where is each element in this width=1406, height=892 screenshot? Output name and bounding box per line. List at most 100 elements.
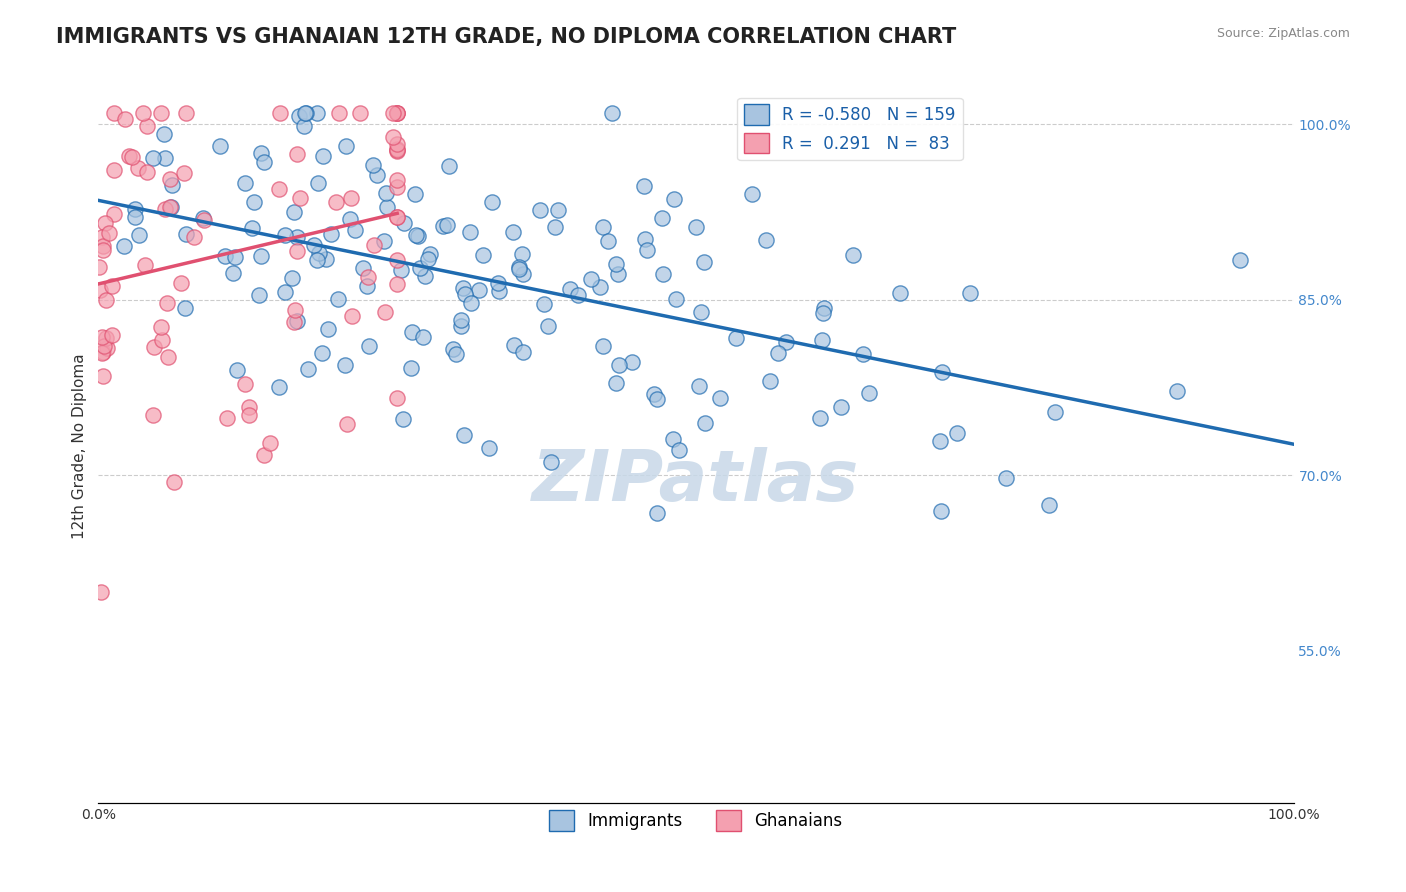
Point	[356, 278, 378, 293]
Point	[766, 346, 789, 360]
Point	[222, 266, 245, 280]
Point	[173, 301, 195, 315]
Point	[361, 158, 384, 172]
Point	[150, 319, 173, 334]
Point	[441, 343, 464, 357]
Point	[931, 365, 953, 379]
Point	[283, 315, 305, 329]
Point	[392, 412, 415, 426]
Text: ZIPatlas: ZIPatlas	[533, 447, 859, 516]
Point	[335, 358, 357, 372]
Point	[385, 142, 409, 156]
Point	[775, 335, 797, 350]
Point	[285, 146, 308, 161]
Point	[385, 210, 409, 224]
Point	[153, 151, 176, 165]
Point	[510, 247, 533, 261]
Point	[592, 339, 614, 353]
Point	[634, 232, 657, 246]
Point	[100, 327, 122, 342]
Point	[274, 285, 297, 300]
Point	[605, 376, 627, 390]
Point	[432, 219, 454, 233]
Point	[159, 200, 181, 214]
Point	[183, 230, 205, 244]
Point	[406, 228, 429, 243]
Point	[253, 448, 276, 462]
Legend: R = -0.580   N = 159, R =  0.291   N =  83: R = -0.580 N = 159, R = 0.291 N = 83	[738, 97, 963, 160]
Text: Source: ZipAtlas.com: Source: ZipAtlas.com	[1216, 27, 1350, 40]
Point	[209, 139, 232, 153]
Point	[668, 442, 690, 457]
Point	[94, 216, 117, 230]
Point	[488, 284, 510, 298]
Text: IMMIGRANTS VS GHANAIAN 12TH GRADE, NO DIPLOMA CORRELATION CHART: IMMIGRANTS VS GHANAIAN 12TH GRADE, NO DI…	[56, 27, 956, 46]
Point	[1166, 384, 1188, 399]
Point	[512, 345, 534, 359]
Point	[343, 223, 366, 237]
Point	[385, 391, 409, 405]
Y-axis label: 12th Grade, No Diploma: 12th Grade, No Diploma	[72, 353, 87, 539]
Point	[321, 227, 343, 241]
Point	[191, 211, 214, 225]
Point	[858, 385, 880, 400]
Point	[124, 210, 146, 224]
Point	[385, 179, 409, 194]
Point	[284, 302, 307, 317]
Point	[242, 194, 264, 209]
Point	[385, 105, 409, 120]
Point	[652, 267, 675, 281]
Point	[127, 161, 149, 176]
Point	[288, 191, 311, 205]
Point	[385, 143, 409, 157]
Point	[193, 213, 215, 227]
Point	[651, 211, 673, 225]
Point	[842, 248, 865, 262]
Point	[235, 176, 257, 190]
Point	[267, 181, 290, 195]
Point	[690, 305, 713, 319]
Point	[453, 428, 475, 442]
Point	[153, 128, 176, 142]
Point	[544, 219, 567, 234]
Point	[328, 105, 350, 120]
Point	[633, 179, 655, 194]
Point	[540, 455, 562, 469]
Point	[90, 229, 112, 244]
Point	[226, 363, 249, 377]
Point	[695, 417, 717, 431]
Point	[607, 267, 630, 281]
Point	[693, 255, 716, 269]
Point	[159, 200, 181, 214]
Point	[305, 253, 328, 268]
Point	[288, 109, 311, 123]
Point	[311, 345, 333, 359]
Point	[588, 279, 610, 293]
Point	[385, 105, 409, 120]
Point	[157, 350, 180, 364]
Point	[454, 287, 477, 301]
Point	[131, 105, 153, 120]
Point	[929, 434, 952, 448]
Point	[142, 408, 165, 422]
Point	[450, 312, 472, 326]
Point	[124, 202, 146, 217]
Point	[1043, 405, 1066, 419]
Point	[173, 166, 195, 180]
Point	[405, 227, 427, 242]
Point	[600, 105, 623, 120]
Point	[385, 210, 409, 224]
Point	[758, 374, 780, 388]
Point	[294, 105, 316, 120]
Point	[929, 504, 952, 518]
Point	[416, 252, 439, 266]
Point	[437, 160, 460, 174]
Point	[592, 220, 614, 235]
Point	[307, 176, 329, 190]
Point	[357, 339, 380, 353]
Point	[643, 387, 665, 401]
Point	[269, 380, 291, 394]
Point	[142, 151, 165, 165]
Point	[156, 295, 179, 310]
Point	[529, 202, 551, 217]
